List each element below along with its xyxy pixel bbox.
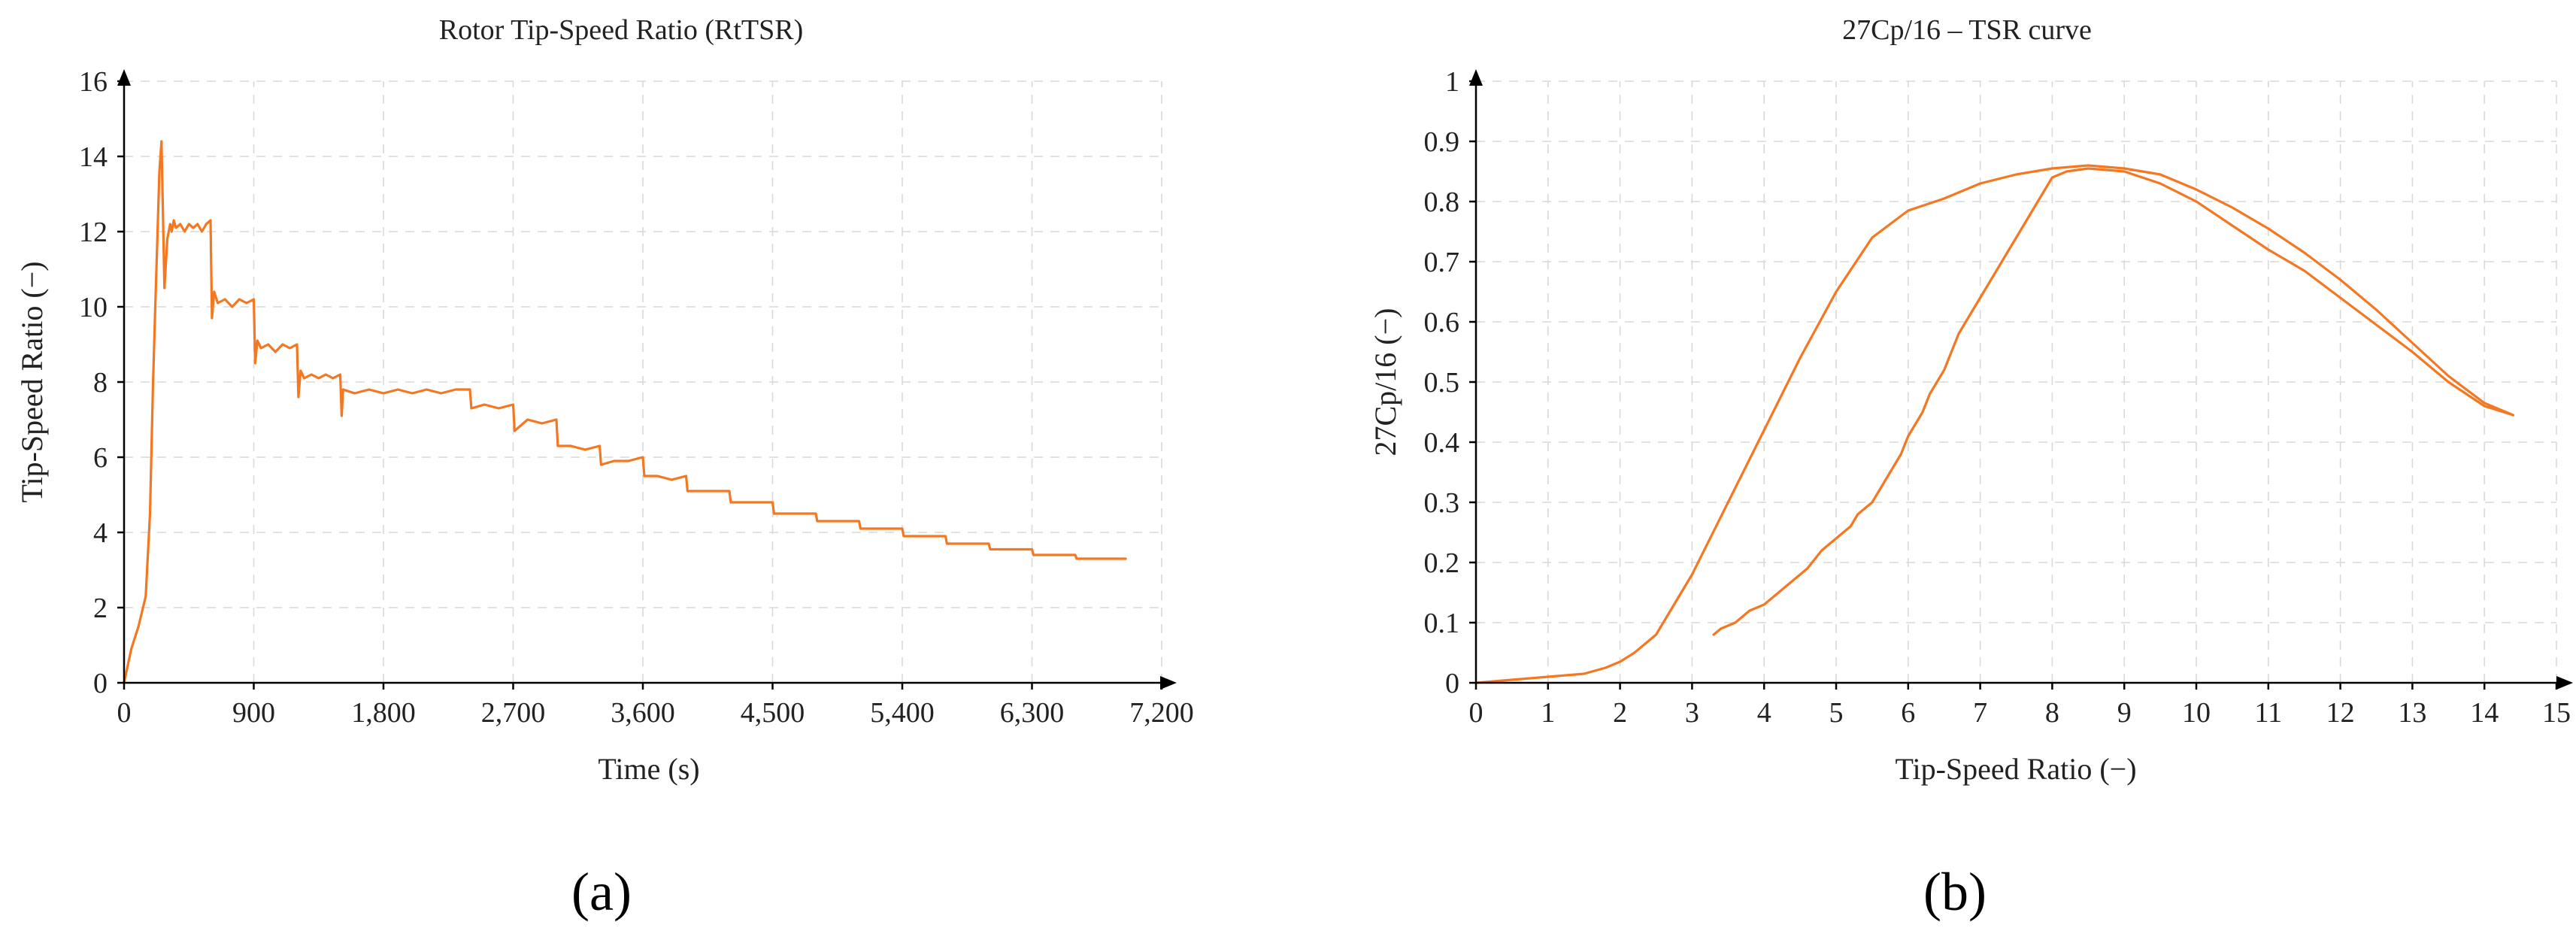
chart-b-panel-label: (b) [1923,862,1987,922]
x-tick-label: 10 [2182,697,2211,729]
x-tick-label: 6,300 [1000,697,1065,729]
chart-b-tick-labels: 0 1 2 3 4 5 6 7 8 9 10 11 12 13 14 1500.10.20.30.40.50.… [1424,66,2571,729]
x-tick-label: 0 [117,697,132,729]
x-tick-label: 2 [1613,697,1627,729]
chart-a: Rotor Tip-Speed Ratio (RtTSR) 0 900 1,800 2… [15,14,1194,922]
y-tick-label: 10 [79,292,108,323]
x-tick-label: 4 [1757,697,1771,729]
x-tick-label: 6 [1901,697,1915,729]
chart-a-grid [124,80,1162,683]
chart-b-series [1474,164,2515,684]
x-tick-label: 8 [2045,697,2059,729]
x-tick-label: 13 [2398,697,2426,729]
y-tick-label: 0.7 [1424,247,1460,278]
x-tick-label: 11 [2255,697,2283,729]
y-axis-arrow-icon [1469,69,1483,86]
y-axis-arrow-icon [117,69,131,86]
chart-a-x-axis-title: Time (s) [598,752,699,786]
chart-a-axes [117,69,1177,690]
y-tick-label: 0.1 [1424,608,1460,639]
x-tick-label: 3,600 [611,697,675,729]
chart-a-series [123,140,1127,684]
x-tick-label: 2,700 [481,697,546,729]
x-tick-label: 15 [2542,697,2571,729]
y-tick-label: 6 [93,442,108,474]
y-tick-label: 2 [93,593,108,624]
x-tick-label: 14 [2470,697,2499,729]
chart-b-grid [1476,80,2557,683]
x-axis-arrow-icon [2556,676,2573,690]
y-tick-label: 0 [93,668,108,699]
y-tick-label: 1 [1445,66,1459,98]
x-tick-label: 7 [1973,697,1987,729]
y-tick-label: 0.5 [1424,367,1460,399]
x-tick-label: 1 [1541,697,1555,729]
y-tick-label: 0.2 [1424,547,1460,579]
x-tick-label: 3 [1685,697,1699,729]
x-tick-label: 900 [232,697,275,729]
y-tick-label: 8 [93,367,108,399]
x-tick-label: 5 [1829,697,1844,729]
chart-b-axes [1469,69,2573,690]
x-tick-label: 7,200 [1129,697,1194,729]
chart-a-panel-label: (a) [571,862,632,922]
y-tick-label: 0.4 [1424,427,1460,459]
chart-b-title: 27Cp/16 – TSR curve [1842,14,2092,46]
y-tick-label: 14 [79,141,108,173]
series-line-0 [1474,164,2515,684]
y-tick-label: 0.6 [1424,307,1460,338]
series-line-0 [123,140,1127,684]
y-tick-label: 4 [93,517,108,549]
y-tick-label: 0.8 [1424,186,1460,218]
x-tick-label: 4,500 [741,697,805,729]
y-tick-label: 0 [1445,668,1459,699]
chart-a-title: Rotor Tip-Speed Ratio (RtTSR) [439,14,804,46]
y-tick-label: 12 [79,217,108,248]
chart-a-y-axis-title: Tip-Speed Ratio (−) [15,261,49,502]
chart-a-tick-labels: 0 900 1,800 2,700 3,600 4,500 5,400 6,300 7,200 0… [79,66,1194,729]
x-tick-label: 0 [1469,697,1483,729]
x-tick-label: 5,400 [870,697,935,729]
y-tick-label: 0.3 [1424,487,1460,519]
x-tick-label: 9 [2117,697,2132,729]
chart-b: 27Cp/16 – TSR curve 0 1 2 3 4 5 6 7 8 9 10 11 12 13 14… [1368,14,2573,922]
x-axis-arrow-icon [1160,676,1177,690]
x-tick-label: 12 [2326,697,2355,729]
chart-b-y-axis-title: 27Cp/16 (−) [1368,308,1402,456]
x-tick-label: 1,800 [351,697,416,729]
y-tick-label: 16 [79,66,108,98]
y-tick-label: 0.9 [1424,126,1460,158]
chart-b-x-axis-title: Tip-Speed Ratio (−) [1895,752,2136,786]
